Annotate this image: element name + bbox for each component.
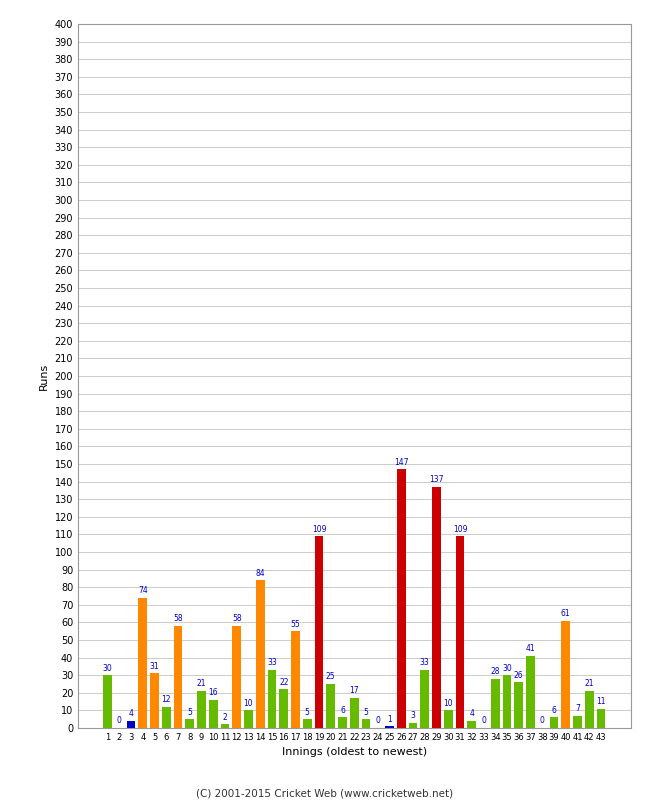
Bar [256,580,265,728]
Bar [103,675,112,728]
Text: 12: 12 [161,695,171,704]
Text: 5: 5 [187,707,192,717]
Text: 25: 25 [326,672,335,682]
Text: 5: 5 [363,707,369,717]
Text: 1: 1 [387,714,392,724]
Bar [338,718,347,728]
Bar [514,682,523,728]
Text: 137: 137 [429,475,444,484]
Bar [291,631,300,728]
Text: 6: 6 [552,706,556,715]
Text: 4: 4 [469,710,474,718]
Text: 5: 5 [305,707,309,717]
Text: 2: 2 [223,713,227,722]
Bar [197,691,206,728]
Bar [220,725,229,728]
Bar [409,722,417,728]
Text: 21: 21 [197,679,206,688]
Text: 147: 147 [394,458,408,466]
Text: 58: 58 [173,614,183,623]
Bar [244,710,253,728]
Bar [350,698,359,728]
Bar [185,719,194,728]
Text: 30: 30 [103,663,112,673]
Bar [502,675,512,728]
Text: 7: 7 [575,704,580,713]
Text: 0: 0 [375,716,380,726]
Text: (C) 2001-2015 Cricket Web (www.cricketweb.net): (C) 2001-2015 Cricket Web (www.cricketwe… [196,789,454,798]
Text: 0: 0 [117,716,122,726]
Text: 84: 84 [255,569,265,578]
Text: 26: 26 [514,670,523,680]
Bar [597,709,605,728]
Bar [491,678,500,728]
Bar [127,721,135,728]
Bar [303,719,311,728]
Text: 109: 109 [312,525,326,534]
Bar [150,674,159,728]
X-axis label: Innings (oldest to newest): Innings (oldest to newest) [281,747,427,758]
Text: 17: 17 [350,686,359,695]
Text: 3: 3 [411,711,415,720]
Text: 58: 58 [232,614,242,623]
Bar [385,726,394,728]
Bar [585,691,593,728]
Text: 30: 30 [502,663,512,673]
Text: 74: 74 [138,586,148,595]
Text: 41: 41 [526,644,536,653]
Bar [280,690,288,728]
Text: 16: 16 [209,688,218,698]
Bar [315,536,324,728]
Text: 10: 10 [443,698,453,708]
Bar [397,470,406,728]
Bar [421,670,429,728]
Text: 0: 0 [481,716,486,726]
Text: 31: 31 [150,662,159,670]
Bar [550,718,558,728]
Text: 22: 22 [279,678,289,686]
Text: 0: 0 [540,716,545,726]
Bar [174,626,183,728]
Text: 33: 33 [420,658,430,667]
Text: 109: 109 [453,525,467,534]
Text: 21: 21 [584,679,594,688]
Text: 4: 4 [129,710,133,718]
Text: 10: 10 [244,698,254,708]
Bar [232,626,241,728]
Bar [467,721,476,728]
Bar [526,656,535,728]
Bar [456,536,464,728]
Bar [138,598,147,728]
Text: 33: 33 [267,658,277,667]
Text: 11: 11 [596,697,606,706]
Y-axis label: Runs: Runs [39,362,49,390]
Bar [268,670,276,728]
Text: 61: 61 [561,609,571,618]
Bar [209,700,218,728]
Bar [562,621,570,728]
Text: 28: 28 [491,667,500,676]
Bar [444,710,452,728]
Bar [326,684,335,728]
Bar [162,707,171,728]
Text: 6: 6 [340,706,345,715]
Bar [361,719,370,728]
Bar [573,716,582,728]
Bar [432,487,441,728]
Text: 55: 55 [291,619,300,629]
